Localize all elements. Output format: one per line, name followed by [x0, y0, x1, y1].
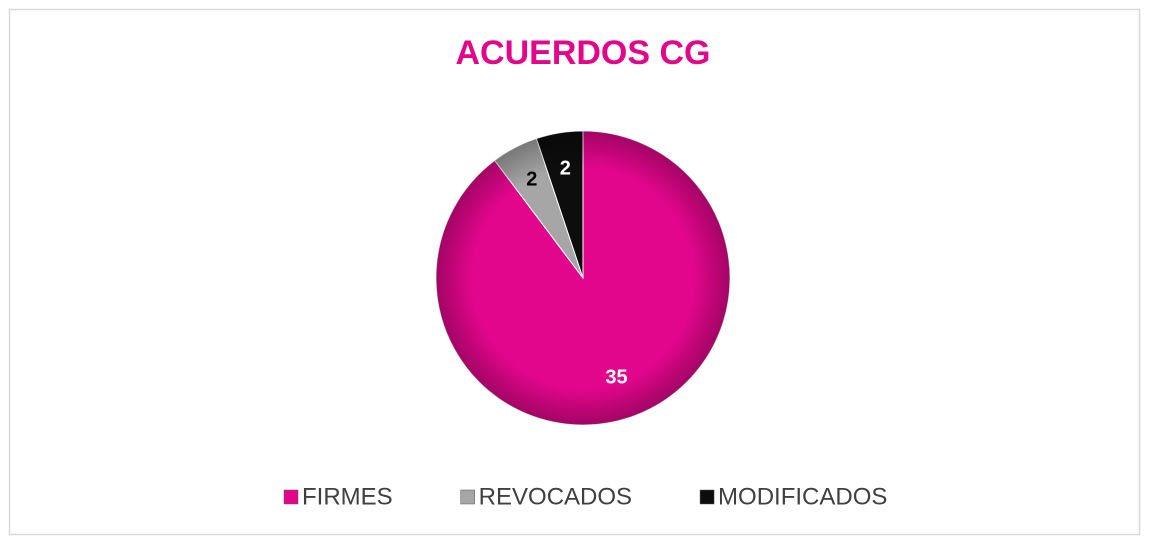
legend-label: REVOCADOS	[479, 483, 632, 510]
legend-label: MODIFICADOS	[718, 483, 887, 510]
chart-title: ACUERDOS CG	[455, 34, 710, 72]
legend-marker	[283, 489, 299, 505]
legend-marker	[460, 489, 475, 505]
legend-marker	[699, 489, 715, 505]
legend-label: FIRMES	[302, 483, 393, 510]
data-label: 2	[526, 169, 537, 191]
data-label: 2	[560, 157, 571, 179]
data-label: 35	[605, 367, 627, 389]
